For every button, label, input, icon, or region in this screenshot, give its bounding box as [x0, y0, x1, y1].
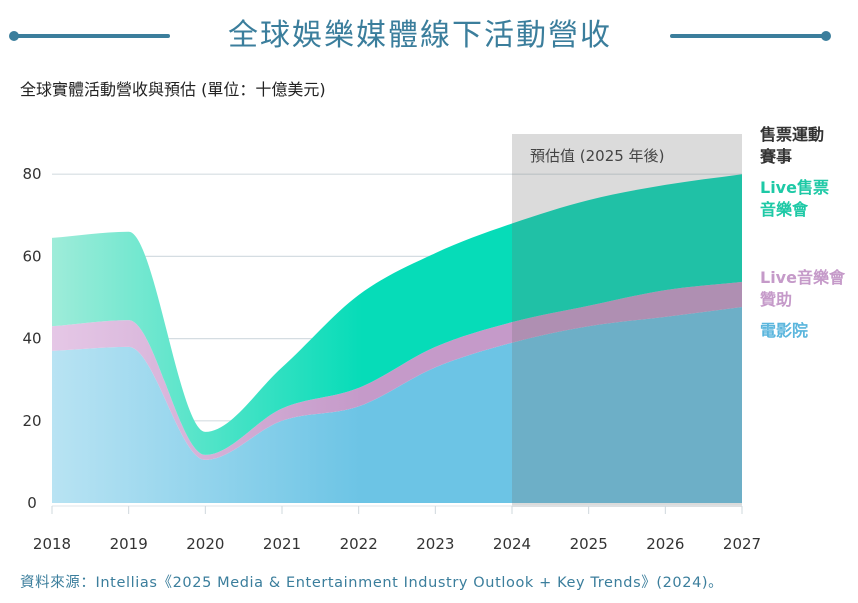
legend-label-line: 電影院: [760, 321, 809, 340]
legend-item-live-concert-sponsorship: Live音樂會 贊助: [760, 267, 858, 311]
x-tick-label: 2020: [186, 535, 224, 553]
area-cinema: [52, 306, 742, 503]
x-tick-label: 2025: [570, 535, 608, 553]
legend-label-line: Live音樂會: [760, 268, 845, 287]
legend-item-ticketed-sports: 售票運動 賽事: [760, 124, 858, 168]
x-tick-label: 2027: [723, 535, 761, 553]
chart-subtitle: 全球實體活動營收與預估 (單位：十億美元): [20, 80, 326, 99]
legend-item-live-ticketed-concerts: Live售票 音樂會: [760, 177, 858, 221]
x-tick-label: 2023: [416, 535, 454, 553]
legend-label-line: 售票運動: [760, 125, 825, 144]
area-live-ticketed-concerts: [52, 174, 742, 455]
title-dot-right: [821, 31, 831, 41]
forecast-region: 預估值 (2025 年後): [512, 134, 742, 507]
forecast-label: 預估值 (2025 年後): [530, 147, 664, 165]
forecast-shade: [512, 134, 742, 507]
legend-label-line: 贊助: [760, 290, 793, 309]
page-title: 全球娛樂媒體線下活動營收: [228, 18, 612, 53]
x-tick-label: 2021: [263, 535, 301, 553]
area-series: [52, 174, 742, 503]
y-tick-label: 40: [22, 330, 41, 348]
x-axis: 2018 2019 2020 2021 2022 2023 2024 2025 2026 2027: [33, 505, 761, 553]
legend-label-line: 賽事: [760, 147, 793, 166]
legend-label-line: 音樂會: [760, 200, 809, 219]
y-tick-label: 20: [22, 412, 41, 430]
legend-label-line: Live售票: [760, 178, 829, 197]
source-note: 資料來源：Intellias《2025 Media & Entertainmen…: [20, 575, 724, 591]
y-tick-label: 80: [22, 165, 41, 183]
title-dot-left: [9, 31, 19, 41]
x-tick-label: 2022: [340, 535, 378, 553]
y-tick-label: 0: [27, 494, 37, 512]
y-axis: 0 20 40 60 80: [22, 165, 41, 512]
title-rule-left: [14, 34, 170, 38]
x-tick-label: 2019: [110, 535, 148, 553]
legend-item-cinema: 電影院: [760, 320, 858, 342]
x-tick-label: 2024: [493, 535, 531, 553]
title-banner: 全球娛樂媒體線下活動營收: [0, 0, 858, 70]
x-tick-label: 2026: [646, 535, 684, 553]
title-rule-right: [670, 34, 826, 38]
y-tick-label: 60: [22, 247, 41, 265]
x-tick-label: 2018: [33, 535, 71, 553]
area-live-concert-sponsorship: [52, 281, 742, 460]
